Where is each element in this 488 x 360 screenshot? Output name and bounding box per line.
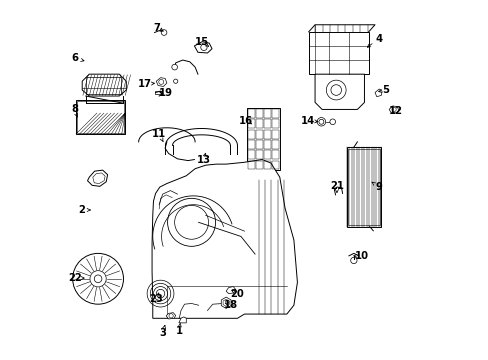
Bar [272,120,279,128]
Polygon shape [225,287,235,294]
Circle shape [171,64,177,70]
Polygon shape [314,74,364,109]
Text: 10: 10 [354,251,368,261]
Circle shape [173,79,178,83]
Bar [272,150,279,159]
Circle shape [73,253,123,304]
Polygon shape [388,106,398,113]
Circle shape [329,119,335,125]
Text: 21: 21 [329,181,343,192]
Bar [247,108,279,170]
Bar [272,130,279,139]
Text: 12: 12 [388,106,403,116]
Bar [247,109,254,118]
Bar [247,140,254,149]
Text: 17: 17 [138,79,152,89]
Bar [256,161,263,170]
Text: 20: 20 [230,289,244,298]
Bar [256,140,263,149]
Text: 4: 4 [374,34,381,44]
Bar [256,120,263,128]
Polygon shape [194,42,212,53]
Polygon shape [179,317,186,323]
Text: 1: 1 [175,326,183,336]
Polygon shape [82,74,126,96]
Bar [264,150,270,159]
Bar [264,161,270,170]
Text: 5: 5 [381,85,388,95]
Bar [77,101,123,133]
Text: 2: 2 [78,205,85,215]
Bar [264,109,270,118]
Text: 16: 16 [239,116,253,126]
Bar [308,32,368,74]
Polygon shape [156,78,166,86]
Bar [272,109,279,118]
Text: 23: 23 [149,294,163,304]
Text: 9: 9 [374,182,381,192]
Text: 7: 7 [153,23,160,33]
Circle shape [350,257,356,264]
Text: 19: 19 [159,87,173,98]
Bar [347,149,379,225]
Text: 22: 22 [68,273,82,283]
Text: 6: 6 [72,53,79,63]
Text: 11: 11 [152,129,166,139]
Polygon shape [166,312,175,319]
Bar [76,100,125,134]
Bar [86,77,121,94]
Circle shape [317,118,325,126]
Polygon shape [221,297,230,309]
Bar [247,150,254,159]
Polygon shape [87,170,107,186]
Bar [256,109,263,118]
Bar [264,140,270,149]
Bar [256,130,263,139]
Text: 18: 18 [223,300,237,310]
Bar [247,161,254,170]
Bar [155,91,160,94]
Circle shape [161,30,166,35]
Bar [247,130,254,139]
Circle shape [201,44,207,50]
Text: 13: 13 [197,154,210,165]
Circle shape [94,275,102,283]
Text: 15: 15 [194,37,208,47]
Polygon shape [374,89,381,97]
Circle shape [90,271,106,287]
Bar [264,120,270,128]
Bar [264,130,270,139]
Bar [247,120,254,128]
Text: 8: 8 [71,104,78,114]
Polygon shape [152,159,297,318]
Text: 14: 14 [300,116,314,126]
Bar [346,147,381,226]
Bar [272,161,279,170]
Text: 3: 3 [159,328,166,338]
Bar [272,140,279,149]
Bar [256,150,263,159]
